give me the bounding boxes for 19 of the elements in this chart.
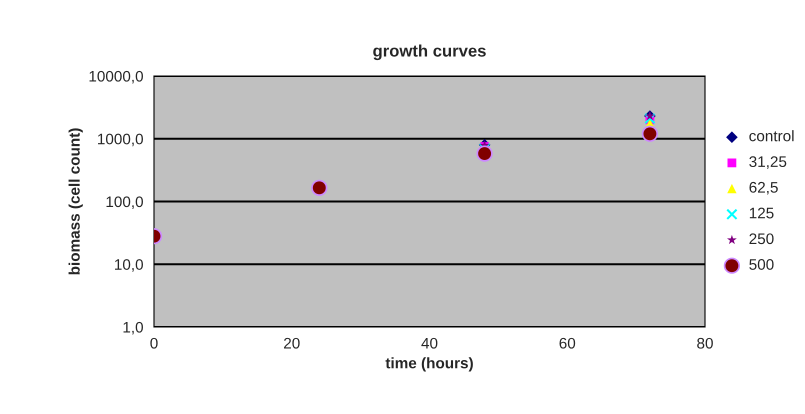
legend-label: control [749, 130, 794, 142]
legend-label: 250 [749, 233, 774, 244]
y-tick-label: 10,0 [115, 259, 143, 272]
y-tick-label: 1000,0 [98, 134, 143, 146]
legend-label: 62,5 [749, 182, 778, 195]
x-tick-label: 0 [150, 338, 158, 349]
y-tick-label: 10000,0 [90, 70, 143, 84]
x-tick-label: 60 [560, 338, 576, 349]
x-tick-label: 20 [284, 338, 300, 349]
legend-label: 500 [749, 259, 774, 270]
legend-label: 125 [750, 208, 774, 218]
x-axis-title: time (hours) [386, 357, 473, 372]
x-tick-label: 40 [421, 338, 438, 349]
legend-label: 31,25 [749, 156, 786, 169]
y-tick-label: 100,0 [106, 196, 143, 209]
y-tick-label: 1,0 [124, 322, 143, 334]
chart-title: growth curves [373, 44, 486, 60]
x-tick-label: 80 [697, 338, 713, 349]
y-axis-title: biomass (cell count) [68, 128, 83, 274]
